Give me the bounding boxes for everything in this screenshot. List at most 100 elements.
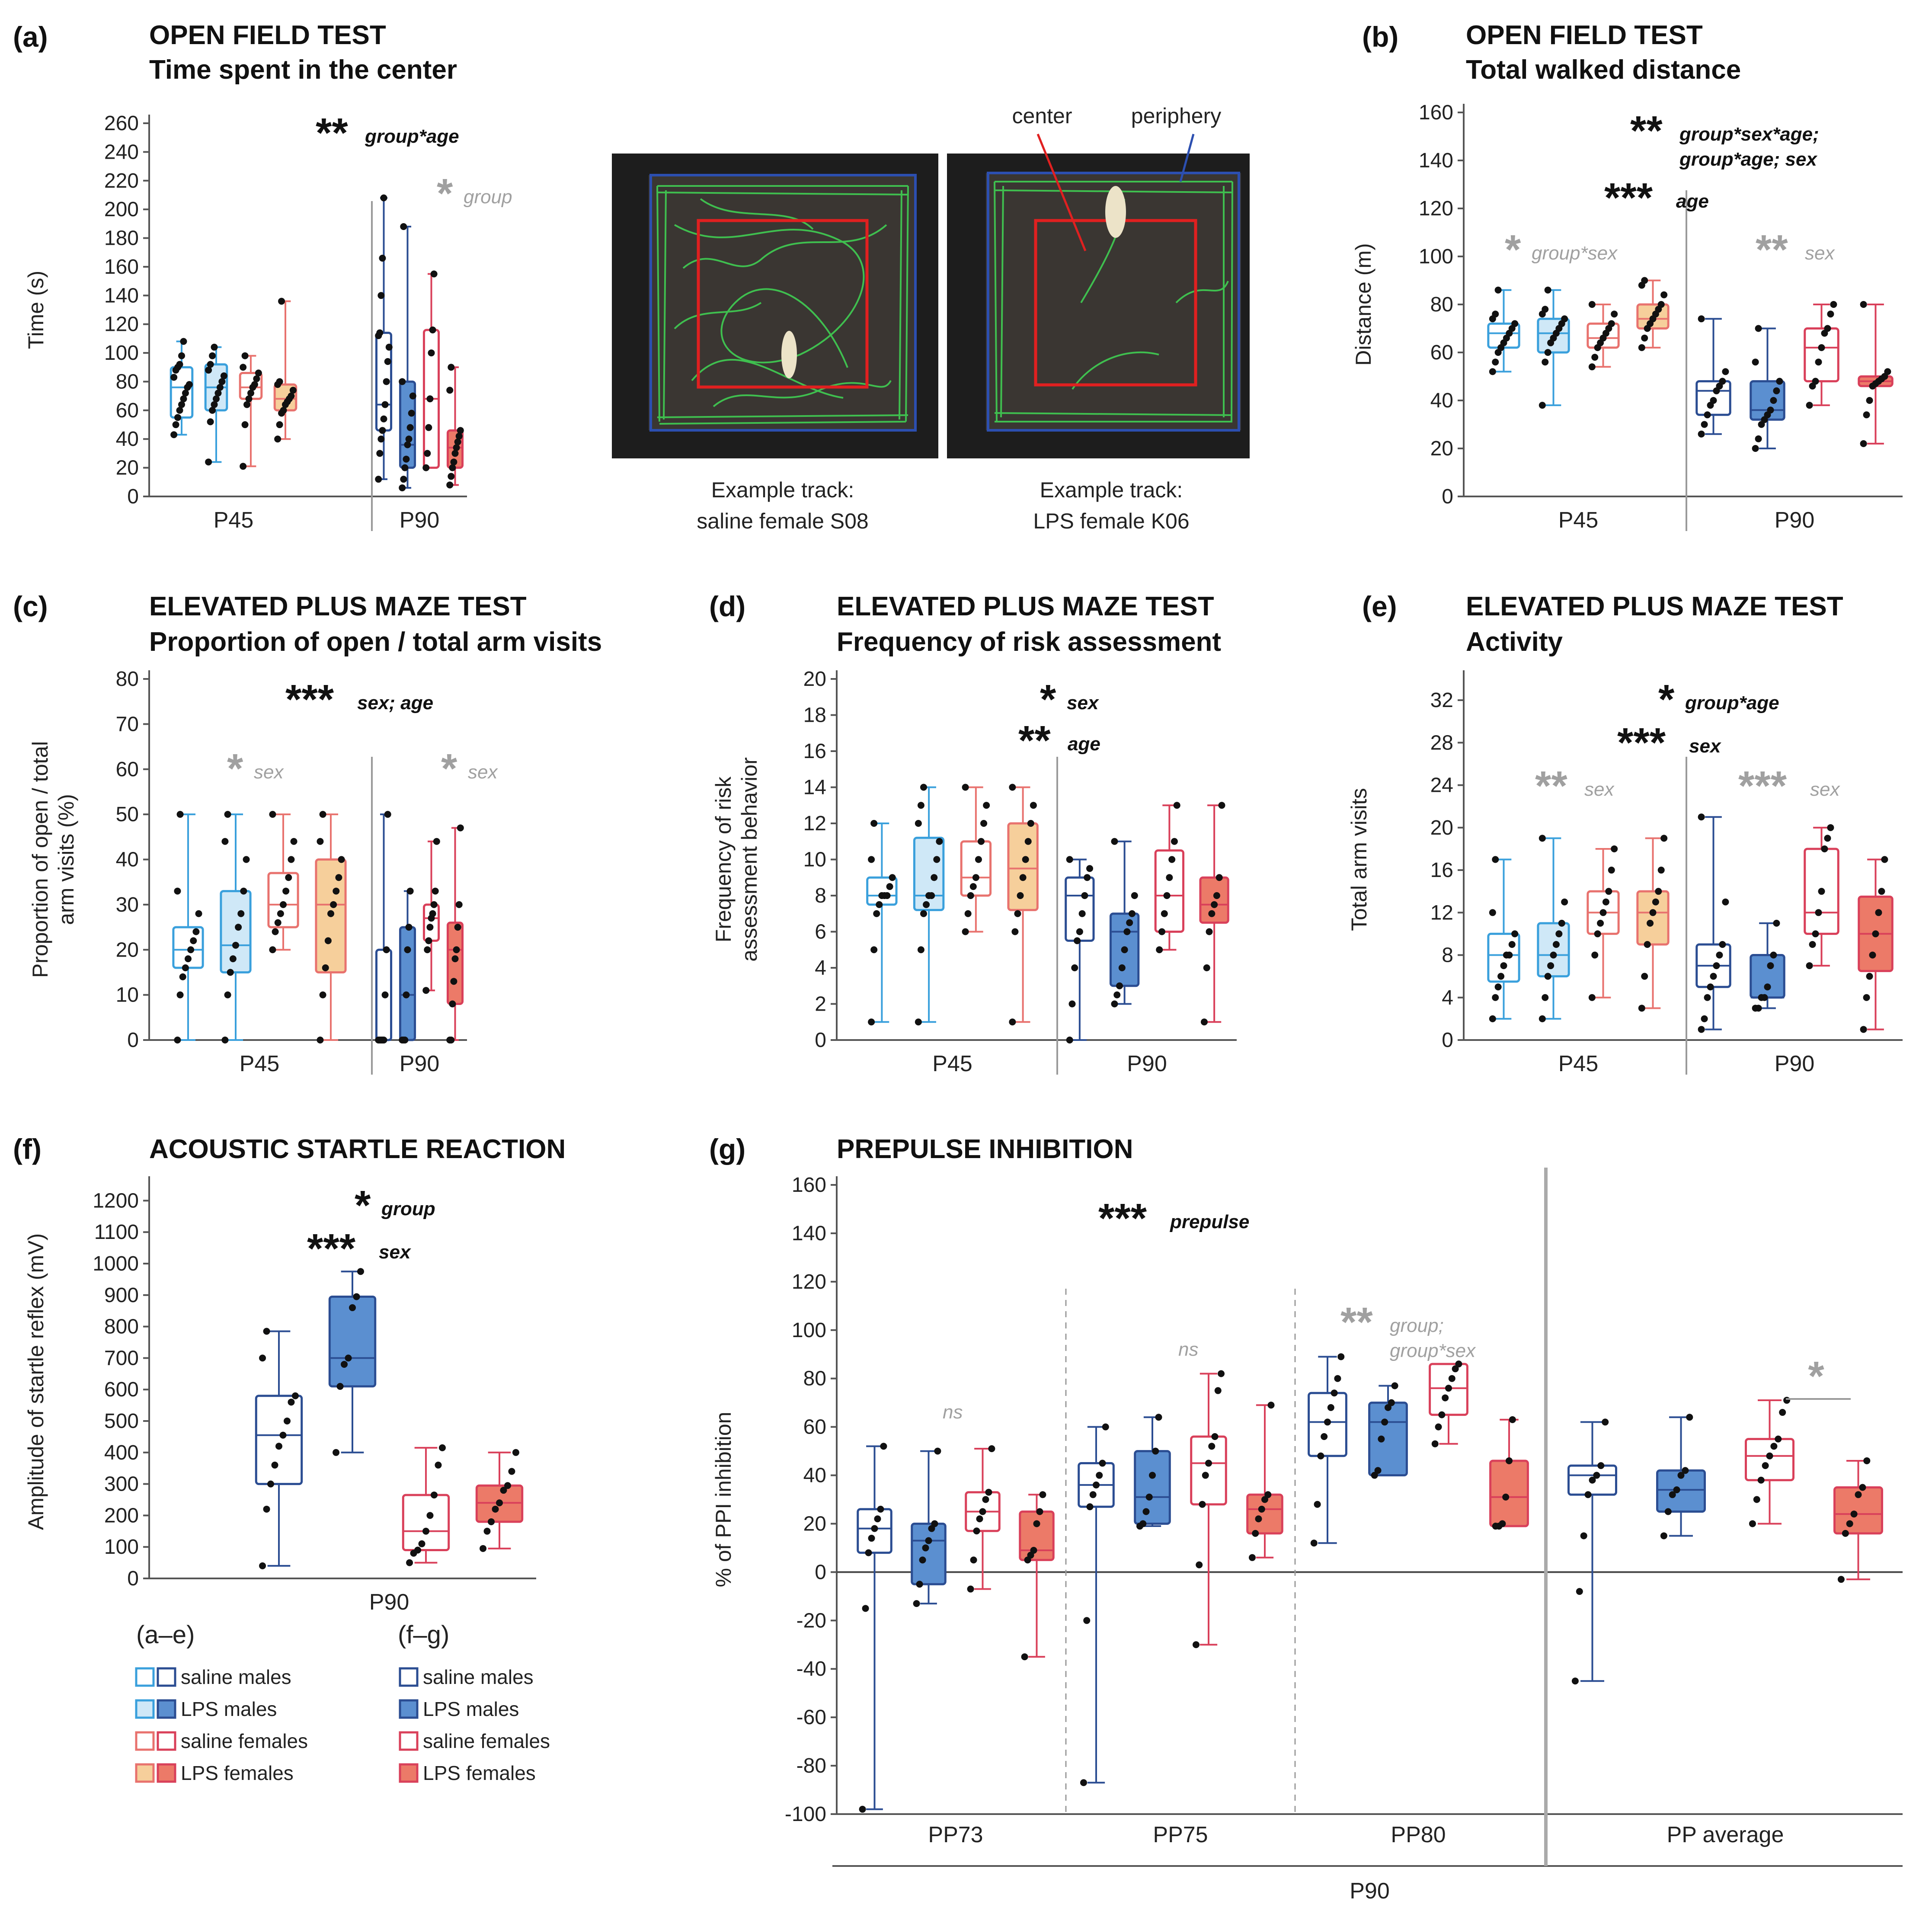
- data-point: [1511, 930, 1519, 938]
- data-point: [384, 811, 391, 818]
- data-point: [1331, 1389, 1338, 1397]
- y-tick-label: 8: [1442, 944, 1453, 967]
- y-tick-label: 0: [127, 485, 139, 508]
- significance-text: sex: [1584, 779, 1615, 800]
- data-point: [1131, 892, 1138, 899]
- data-point: [211, 401, 218, 408]
- group-label: PP average: [1667, 1822, 1784, 1847]
- data-point: [259, 1354, 266, 1362]
- data-point: [1327, 1404, 1334, 1411]
- data-point: [1014, 910, 1021, 917]
- significance-text: group*age: [1685, 692, 1779, 714]
- data-point: [453, 946, 460, 954]
- data-point: [1102, 1423, 1109, 1431]
- legend-label: LPS females: [423, 1762, 536, 1784]
- data-point: [229, 955, 237, 963]
- panel-c-title1: ELEVATED PLUS MAZE TEST: [149, 592, 527, 621]
- data-point: [174, 887, 181, 895]
- data-point: [1561, 315, 1568, 323]
- y-tick-label: 0: [1442, 485, 1453, 508]
- significance-annotation: * group: [437, 170, 512, 217]
- significance-text: sex: [254, 762, 284, 783]
- data-point: [1779, 1409, 1786, 1416]
- significance-annotation: * group*sex: [1505, 227, 1618, 273]
- data-point: [449, 464, 456, 471]
- data-point: [978, 838, 985, 845]
- y-tick-label: 1100: [94, 1221, 139, 1244]
- data-point: [176, 991, 184, 999]
- panel-b-title2: Total walked distance: [1466, 55, 1741, 85]
- data-point: [920, 910, 927, 917]
- data-point: [432, 887, 439, 895]
- data-point: [1492, 310, 1499, 318]
- data-point: [263, 1505, 270, 1513]
- data-point: [454, 924, 461, 931]
- data-point: [1118, 964, 1126, 971]
- legend-fg-saline-females: saline females: [399, 1730, 550, 1752]
- data-point: [1591, 951, 1599, 959]
- legend: (a–e) (f–g) saline males LPS males salin…: [135, 1621, 550, 1784]
- data-point: [1121, 946, 1128, 954]
- data-point: [272, 928, 279, 935]
- data-point: [512, 1449, 519, 1456]
- data-point: [438, 1444, 446, 1451]
- data-point: [1818, 888, 1825, 895]
- significance-stars: **: [1535, 763, 1567, 809]
- data-point: [1806, 402, 1813, 409]
- data-point: [967, 892, 974, 899]
- y-tick-label: 40: [803, 1464, 826, 1487]
- data-point: [207, 418, 214, 426]
- y-tick-label: 12: [1430, 901, 1453, 924]
- data-point: [267, 1480, 275, 1488]
- box-saline-males-P90: [1695, 315, 1731, 438]
- legend-swatch: [135, 1731, 155, 1751]
- data-point: [1071, 964, 1078, 971]
- legend-swatch: [157, 1731, 176, 1751]
- box-iqr: [255, 1395, 303, 1485]
- box-saline-males-P90: [1065, 856, 1095, 1043]
- track-2-caption-line2: LPS female K06: [1033, 509, 1189, 533]
- data-point: [1652, 898, 1659, 906]
- data-point: [868, 1535, 875, 1542]
- data-point: [240, 364, 247, 371]
- data-point: [422, 1527, 429, 1535]
- box-iqr: [1537, 922, 1570, 978]
- legend-fg-lps-males: LPS males: [399, 1698, 519, 1720]
- data-point: [180, 338, 187, 345]
- data-point: [216, 384, 224, 391]
- data-point: [178, 352, 185, 359]
- data-point: [1815, 909, 1822, 916]
- data-point: [1192, 1641, 1200, 1648]
- data-point: [1605, 888, 1612, 895]
- significance-text: ns: [943, 1402, 963, 1423]
- data-point: [1544, 973, 1551, 980]
- data-point: [933, 856, 940, 863]
- box-saline-males-P90: [375, 811, 393, 1043]
- box-saline-females-P45: [1587, 301, 1620, 371]
- data-point: [278, 298, 285, 305]
- data-point: [1139, 1520, 1147, 1527]
- data-point: [1558, 919, 1565, 927]
- data-point: [1647, 919, 1654, 927]
- data-point: [973, 1527, 980, 1535]
- data-point: [290, 838, 297, 845]
- data-point: [426, 924, 434, 931]
- data-point: [1492, 358, 1499, 366]
- data-point: [435, 1461, 442, 1469]
- data-point: [172, 421, 179, 429]
- data-point: [1123, 928, 1131, 935]
- data-point: [385, 343, 393, 351]
- data-point: [207, 361, 214, 368]
- data-point: [1508, 941, 1516, 948]
- box-saline-females-P90: [402, 1444, 450, 1566]
- data-point: [919, 1556, 926, 1564]
- data-point: [1168, 856, 1176, 863]
- y-tick-label: 4: [1442, 986, 1453, 1009]
- data-point: [1502, 1493, 1510, 1501]
- data-point: [1641, 973, 1648, 980]
- data-point: [424, 450, 431, 457]
- data-point: [922, 1544, 929, 1552]
- data-point: [243, 401, 251, 408]
- significance-text-line2: group*sex: [1390, 1340, 1476, 1361]
- legend-label: saline males: [423, 1666, 534, 1688]
